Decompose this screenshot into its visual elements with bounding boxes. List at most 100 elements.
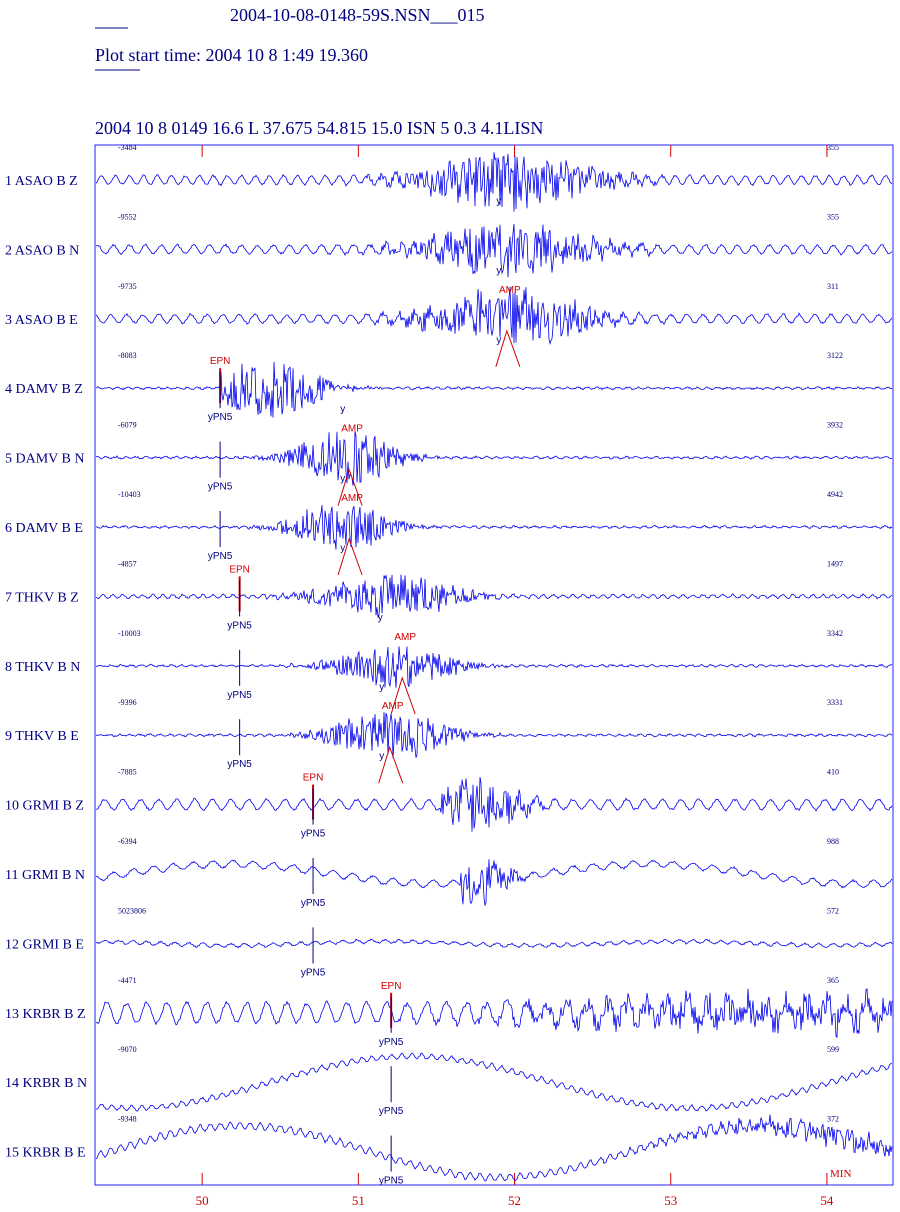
waveform [95, 712, 893, 759]
amp-min: -4471 [118, 976, 137, 985]
amp-min: -9552 [118, 212, 137, 221]
amp-max: 1497 [827, 559, 843, 568]
waveform [95, 431, 893, 486]
amp-max: 372 [827, 1115, 839, 1124]
amp-min: -6394 [118, 837, 137, 846]
y-mark: y [340, 404, 345, 415]
y-mark: y [496, 335, 501, 346]
amp-max: 311 [827, 282, 839, 291]
y-mark: y [340, 543, 345, 554]
amp-max: 572 [827, 906, 839, 915]
amp-min: -9348 [118, 1115, 137, 1124]
phase-label: yPN5 [379, 1037, 404, 1048]
y-mark: y [378, 612, 383, 623]
trace-label: 15 KRBR B E [5, 1146, 86, 1161]
phase-label: yPN5 [208, 412, 233, 423]
trace-label: 3 ASAO B E [5, 313, 78, 328]
waveform [95, 361, 893, 418]
phase-label: yPN5 [227, 759, 252, 770]
waveform [95, 505, 893, 550]
amp-label: AMP [382, 701, 404, 712]
phase-label: yPN5 [208, 482, 233, 493]
phase-label: yPN5 [301, 967, 326, 978]
amp-marker [378, 745, 404, 784]
x-tick-label: 50 [196, 1193, 209, 1208]
amp-max: 365 [827, 976, 839, 985]
amp-max: 355 [827, 212, 839, 221]
x-tick-label: 53 [664, 1193, 677, 1208]
amp-max: 410 [827, 768, 839, 777]
phase-label: yPN5 [227, 690, 252, 701]
waveform [95, 286, 893, 345]
event-line: 2004 10 8 0149 16.6 L 37.675 54.815 15.0… [95, 118, 543, 138]
amp-marker [337, 468, 363, 506]
amp-max: 355 [827, 143, 839, 152]
waveform [96, 223, 893, 278]
amp-min: -8083 [118, 351, 137, 360]
waveform [95, 1114, 893, 1182]
pick-label: EPN [229, 564, 250, 575]
trace-label: 2 ASAO B N [5, 243, 79, 258]
file-name: 2004-10-08-0148-59S.NSN___015 [230, 5, 485, 25]
amp-min: -6079 [118, 421, 137, 430]
amp-max: 599 [827, 1045, 839, 1054]
waveform [95, 152, 893, 212]
y-mark: y [379, 751, 384, 762]
phase-label: yPN5 [301, 829, 326, 840]
y-mark: y [379, 682, 384, 693]
amp-max: 3932 [827, 421, 843, 430]
amp-min: -4857 [118, 559, 137, 568]
x-tick-label: 52 [508, 1193, 521, 1208]
trace-label: 6 DAMV B E [5, 521, 83, 536]
amp-min: -9396 [118, 698, 137, 707]
amp-max: 4942 [827, 490, 843, 499]
amp-label: AMP [394, 632, 416, 643]
x-tick-label: 54 [820, 1193, 834, 1208]
phase-label: yPN5 [208, 551, 233, 562]
trace-label: 13 KRBR B Z [5, 1007, 86, 1022]
y-mark: y [496, 265, 501, 276]
amp-min: 5023806 [118, 906, 146, 915]
amp-max: 3331 [827, 698, 843, 707]
pick-label: EPN [381, 981, 402, 992]
trace-label: 5 DAMV B N [5, 452, 84, 467]
waveform [95, 859, 893, 906]
phase-label: yPN5 [379, 1106, 404, 1117]
waveform [95, 938, 893, 949]
y-mark: y [496, 196, 501, 207]
trace-label: 12 GRMI B E [5, 937, 84, 952]
amp-max: 3122 [827, 351, 843, 360]
waveform [95, 1052, 893, 1112]
amp-max: 3342 [827, 629, 843, 638]
unit-label: MIN [830, 1168, 851, 1180]
amp-label: AMP [341, 424, 363, 435]
amp-min: -10003 [118, 629, 141, 638]
waveform [95, 646, 892, 688]
waveform [95, 777, 893, 832]
phase-label: yPN5 [227, 620, 252, 631]
phase-label: yPN5 [301, 898, 326, 909]
trace-label: 14 KRBR B N [5, 1076, 87, 1091]
trace-label: 10 GRMI B Z [5, 799, 84, 814]
pick-label: EPN [303, 773, 324, 784]
amp-label: AMP [499, 285, 521, 296]
trace-label: 11 GRMI B N [5, 868, 85, 883]
pick-label: EPN [210, 356, 231, 367]
amp-min: -3484 [118, 143, 137, 152]
trace-label: 7 THKV B Z [5, 590, 79, 605]
trace-label: 9 THKV B E [5, 729, 79, 744]
trace-label: 8 THKV B N [5, 660, 80, 675]
amp-min: -7885 [118, 768, 137, 777]
amp-min: -9735 [118, 282, 137, 291]
plot-start: Plot start time: 2004 10 8 1:49 19.360 [95, 45, 368, 65]
trace-label: 4 DAMV B Z [5, 382, 83, 397]
y-mark: y [340, 474, 345, 485]
amp-marker [337, 537, 363, 576]
waveform [95, 987, 893, 1039]
waveform [95, 574, 893, 619]
amp-max: 988 [827, 837, 839, 846]
trace-label: 1 ASAO B Z [5, 174, 78, 189]
amp-marker [390, 676, 416, 714]
